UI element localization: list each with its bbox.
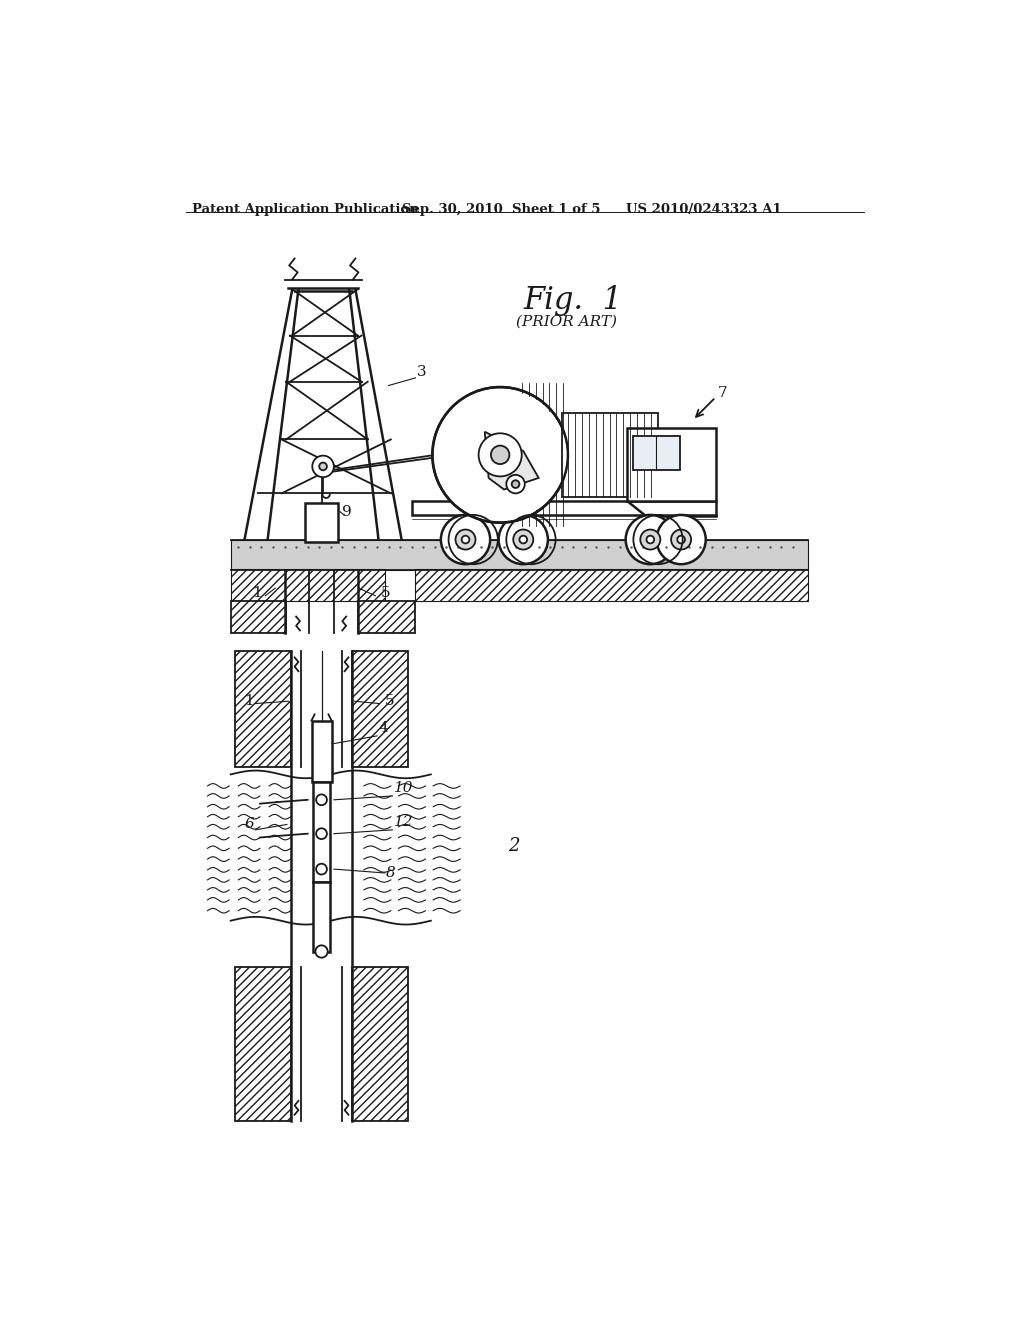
- Bar: [230, 540, 808, 570]
- Text: 6: 6: [245, 817, 254, 832]
- Bar: [562, 412, 658, 498]
- Bar: [230, 601, 286, 634]
- Bar: [230, 569, 385, 601]
- Circle shape: [432, 387, 568, 523]
- Polygon shape: [484, 432, 539, 490]
- Text: 5: 5: [381, 586, 390, 601]
- Circle shape: [315, 945, 328, 958]
- Circle shape: [512, 480, 519, 488]
- Text: Fig.  1: Fig. 1: [523, 285, 623, 317]
- Text: 9: 9: [342, 506, 352, 520]
- Text: 4: 4: [379, 721, 388, 735]
- Text: 8: 8: [386, 866, 396, 880]
- Circle shape: [456, 529, 475, 549]
- Circle shape: [656, 515, 706, 564]
- Circle shape: [316, 863, 327, 875]
- Bar: [352, 968, 408, 1121]
- Bar: [412, 502, 716, 515]
- Text: 12: 12: [394, 814, 414, 829]
- Text: (PRIOR ART): (PRIOR ART): [515, 314, 616, 329]
- Bar: [352, 651, 408, 767]
- Bar: [416, 569, 808, 601]
- Circle shape: [316, 795, 327, 805]
- Circle shape: [478, 433, 521, 477]
- Circle shape: [640, 529, 660, 549]
- Circle shape: [312, 455, 334, 478]
- Circle shape: [519, 536, 527, 544]
- Text: Sep. 30, 2010  Sheet 1 of 5: Sep. 30, 2010 Sheet 1 of 5: [401, 203, 600, 216]
- Circle shape: [316, 829, 327, 840]
- Text: 2: 2: [508, 837, 519, 855]
- Bar: [234, 968, 291, 1121]
- Circle shape: [499, 515, 548, 564]
- Text: Patent Application Publication: Patent Application Publication: [193, 203, 419, 216]
- Circle shape: [441, 515, 490, 564]
- Bar: [628, 428, 716, 502]
- Bar: [358, 601, 416, 634]
- Text: US 2010/0243323 A1: US 2010/0243323 A1: [627, 203, 782, 216]
- Bar: [234, 651, 291, 767]
- Circle shape: [677, 536, 685, 544]
- Circle shape: [513, 529, 534, 549]
- Text: 3: 3: [417, 366, 427, 379]
- Circle shape: [462, 536, 469, 544]
- Circle shape: [490, 446, 509, 465]
- Bar: [634, 436, 680, 470]
- Text: 10: 10: [394, 781, 414, 795]
- Circle shape: [626, 515, 675, 564]
- Bar: [305, 503, 338, 543]
- Text: 1: 1: [245, 694, 254, 708]
- Text: 1: 1: [252, 586, 262, 601]
- Bar: [313, 882, 330, 952]
- Text: 5: 5: [385, 694, 394, 708]
- Text: 7: 7: [718, 387, 728, 400]
- Circle shape: [319, 462, 327, 470]
- Bar: [311, 721, 332, 781]
- Bar: [313, 781, 330, 882]
- Circle shape: [671, 529, 691, 549]
- Circle shape: [646, 536, 654, 544]
- Circle shape: [506, 475, 524, 494]
